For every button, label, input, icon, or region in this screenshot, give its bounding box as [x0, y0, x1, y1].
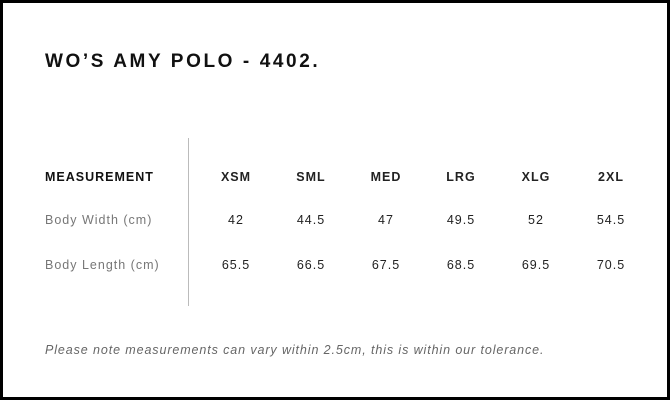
- size-header: LRG: [446, 170, 476, 184]
- measurement-value: 65.5: [221, 258, 251, 272]
- size-header: XSM: [220, 170, 252, 184]
- size-header: 2XL: [598, 170, 624, 184]
- measurement-value: 70.5: [596, 258, 626, 272]
- measurement-value: 47: [378, 213, 394, 227]
- measurement-value: 49.5: [446, 213, 476, 227]
- measurement-value: 54.5: [596, 213, 626, 227]
- measurement-value: 67.5: [371, 258, 401, 272]
- measurement-header: MEASUREMENT: [45, 170, 154, 184]
- measurement-value: 52: [528, 213, 544, 227]
- measurement-value: 44.5: [296, 213, 326, 227]
- page-title: WO’S AMY POLO - 4402.: [45, 51, 321, 72]
- size-header: SML: [296, 170, 326, 184]
- size-header: MED: [370, 170, 402, 184]
- size-header: XLG: [521, 170, 551, 184]
- measurement-value: 42: [228, 213, 244, 227]
- column-divider: [188, 138, 189, 306]
- tolerance-note: Please note measurements can vary within…: [45, 343, 545, 357]
- measurement-value: 69.5: [521, 258, 551, 272]
- measurement-value: 68.5: [446, 258, 476, 272]
- measurement-value: 66.5: [296, 258, 326, 272]
- row-label: Body Length (cm): [45, 258, 160, 272]
- row-label: Body Width (cm): [45, 213, 153, 227]
